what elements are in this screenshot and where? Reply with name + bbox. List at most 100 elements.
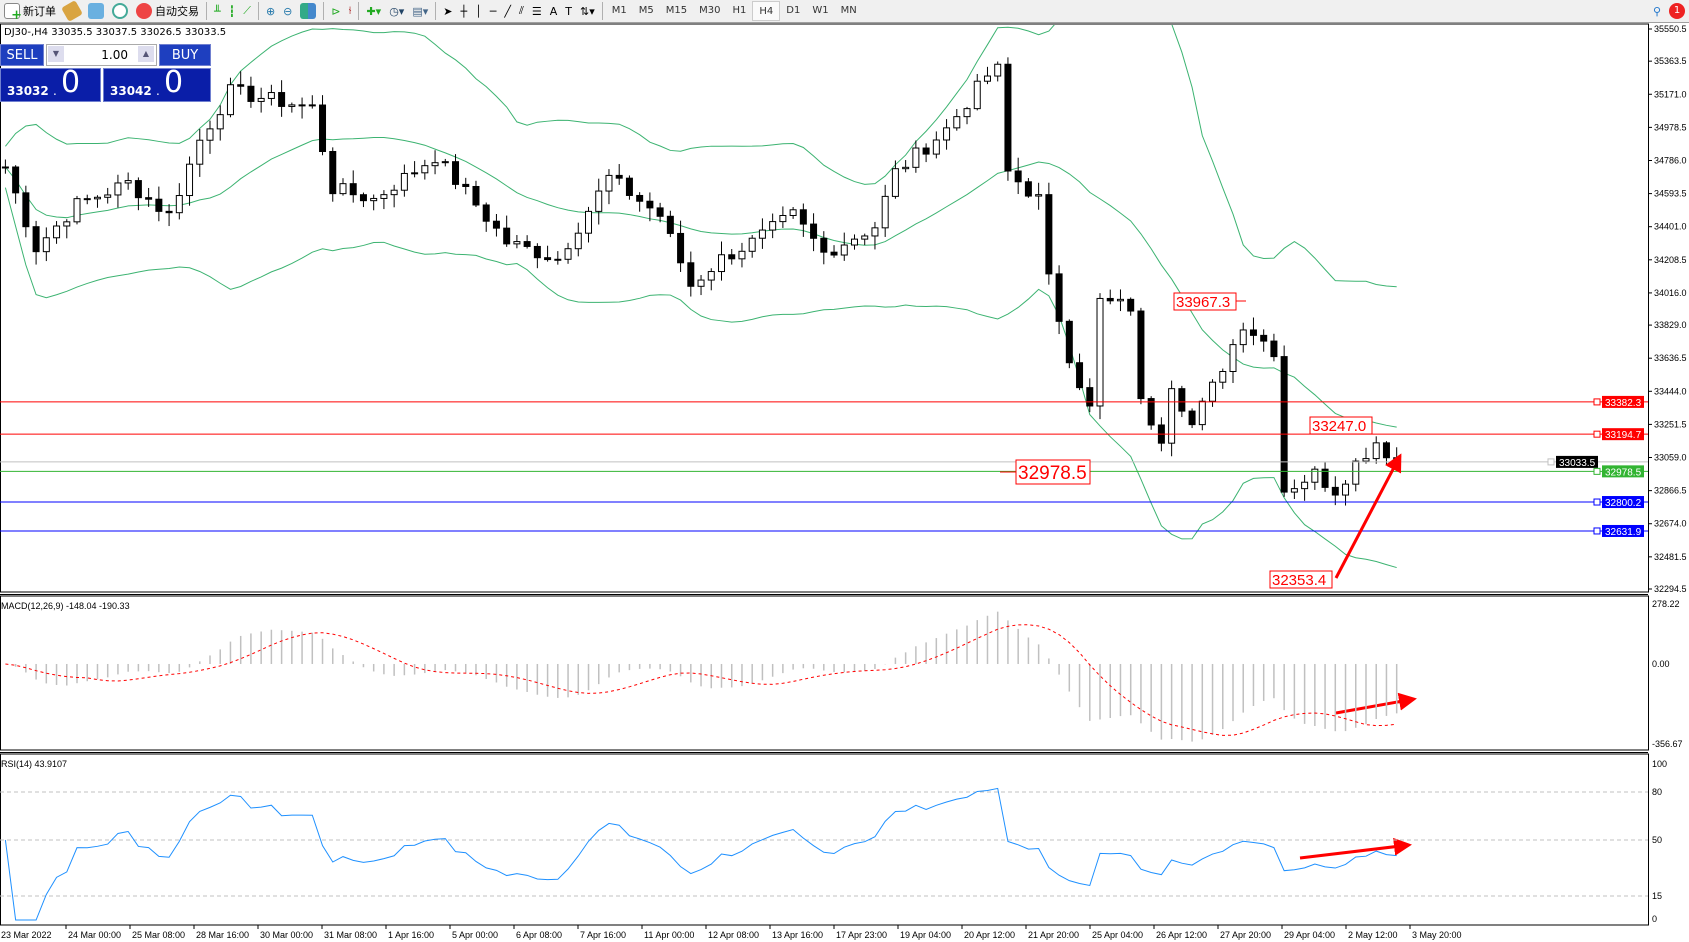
periods-button[interactable]: ◷▾ bbox=[385, 0, 408, 22]
buy-price[interactable]: 33042. 0 bbox=[103, 65, 211, 102]
time-axis-label: 26 Apr 12:00 bbox=[1156, 930, 1207, 940]
candle bbox=[799, 209, 807, 225]
sell-price[interactable]: 33032. 0 bbox=[0, 65, 101, 102]
trend-arrow bbox=[1335, 692, 1417, 715]
candle bbox=[257, 97, 265, 102]
buy-price-pips: 0 bbox=[164, 65, 184, 100]
price-axis-label: 34401.0 bbox=[1654, 222, 1687, 232]
fibonacci-button[interactable]: ☰ bbox=[528, 0, 546, 22]
candle bbox=[666, 215, 674, 234]
candle bbox=[452, 161, 460, 185]
candlestick-button[interactable]: ┇ bbox=[225, 0, 240, 22]
time-axis-label: 25 Apr 04:00 bbox=[1092, 930, 1143, 940]
crosshair-button[interactable]: ┼ bbox=[456, 0, 471, 22]
candlestick-icon: ┇ bbox=[228, 4, 236, 18]
candle bbox=[421, 165, 429, 174]
price-axis-label: 32481.5 bbox=[1654, 552, 1687, 562]
candle bbox=[93, 196, 101, 200]
trendline-button[interactable]: ╱ bbox=[500, 0, 515, 22]
timeframe-h1[interactable]: H1 bbox=[732, 5, 747, 16]
vertical-line-icon: │ bbox=[475, 4, 482, 18]
zoom-out-icon: ⊖ bbox=[283, 4, 293, 18]
timeframe-w1[interactable]: W1 bbox=[812, 5, 829, 16]
candle bbox=[349, 183, 357, 196]
lot-increase-icon[interactable]: ▲ bbox=[138, 46, 154, 62]
buy-button[interactable]: BUY bbox=[159, 44, 211, 66]
price-axis-label: 32866.5 bbox=[1654, 486, 1687, 496]
cursor-button[interactable]: ➤ bbox=[439, 0, 456, 22]
lot-decrease-icon[interactable]: ▼ bbox=[48, 46, 64, 62]
templates-button[interactable]: ▤▾ bbox=[408, 0, 432, 22]
bar-chart-icon: ╨ bbox=[214, 4, 221, 18]
sell-price-pips: 0 bbox=[61, 65, 81, 100]
terminal-button[interactable] bbox=[84, 0, 108, 22]
timeframe-m30[interactable]: M30 bbox=[699, 5, 721, 16]
chart-shift-button[interactable]: ⫮ bbox=[345, 0, 356, 22]
new-order-icon: + bbox=[4, 3, 22, 22]
arrows-button[interactable]: ⇅▾ bbox=[576, 0, 599, 22]
auto-trading-icon bbox=[136, 3, 152, 19]
candle bbox=[226, 84, 234, 116]
bollinger-upper bbox=[5, 25, 1397, 288]
candle bbox=[1004, 63, 1012, 172]
bollinger-middle bbox=[5, 136, 1397, 428]
timeframe-m5[interactable]: M5 bbox=[638, 5, 654, 16]
timeframe-h4[interactable]: H4 bbox=[752, 1, 781, 21]
indicators-button[interactable]: ✚▾ bbox=[362, 0, 385, 22]
price-axis-label: 33251.5 bbox=[1654, 419, 1687, 429]
horizontal-line-button[interactable]: ─ bbox=[486, 0, 501, 22]
price-level-label: 33194.7 bbox=[1605, 430, 1642, 441]
time-axis-label: 19 Apr 04:00 bbox=[900, 930, 951, 940]
line-chart-button[interactable]: ⟋ bbox=[239, 0, 255, 22]
candle bbox=[523, 241, 531, 247]
price-axis-label: 35171.0 bbox=[1654, 89, 1687, 99]
text-button[interactable]: A bbox=[546, 0, 562, 22]
search-button[interactable]: ⚲ bbox=[1649, 0, 1665, 22]
candle bbox=[1024, 181, 1032, 197]
candle bbox=[288, 104, 296, 107]
candle bbox=[912, 147, 920, 168]
signals-button[interactable] bbox=[108, 0, 132, 22]
metaeditor-button[interactable] bbox=[60, 0, 84, 22]
candle bbox=[1280, 356, 1288, 493]
channel-button[interactable]: ⫽ bbox=[515, 0, 528, 22]
bar-chart-button[interactable]: ╨ bbox=[210, 0, 225, 22]
candle bbox=[1372, 442, 1380, 460]
time-axis-label: 28 Mar 16:00 bbox=[196, 930, 249, 940]
candle bbox=[574, 232, 582, 250]
text-label-button[interactable]: T bbox=[561, 0, 576, 22]
candle bbox=[319, 104, 327, 152]
candle bbox=[1342, 483, 1350, 496]
timeframe-m1[interactable]: M1 bbox=[611, 5, 627, 16]
notifications-button[interactable]: 1 bbox=[1665, 0, 1689, 22]
level-handle bbox=[1593, 498, 1601, 506]
new-order-button[interactable]: + 新订单 bbox=[0, 0, 60, 22]
timeframe-m15[interactable]: M15 bbox=[665, 5, 688, 16]
zoom-out-button[interactable]: ⊖ bbox=[279, 0, 296, 22]
lot-size-input[interactable]: 1.00 bbox=[46, 44, 157, 66]
timeframe-mn[interactable]: MN bbox=[840, 5, 857, 16]
chart-area[interactable]: 35550.5 35363.5 35171.0 34978.5 34786.0 34593… bbox=[0, 23, 1689, 942]
candle bbox=[390, 189, 398, 196]
candle bbox=[441, 161, 449, 164]
time-axis-label: 11 Apr 00:00 bbox=[644, 930, 694, 940]
price-axis-label: 34593.5 bbox=[1654, 189, 1687, 199]
indicators-icon: ✚▾ bbox=[366, 4, 382, 18]
autoscroll-button[interactable]: ⊳ bbox=[327, 0, 344, 22]
candle bbox=[400, 172, 408, 191]
zoom-in-button[interactable]: ⊕ bbox=[262, 0, 279, 22]
candle bbox=[104, 194, 112, 198]
price-axis-label: 33444.0 bbox=[1654, 386, 1687, 396]
rsi-axis-label: 0 bbox=[1652, 914, 1657, 924]
auto-trading-button[interactable]: 自动交易 bbox=[132, 0, 203, 22]
line-chart-icon: ⟋ bbox=[243, 4, 251, 17]
candle bbox=[431, 162, 439, 167]
tile-windows-button[interactable] bbox=[296, 0, 320, 22]
vertical-line-button[interactable]: │ bbox=[471, 0, 486, 22]
candle bbox=[881, 195, 889, 229]
sell-button[interactable]: SELL bbox=[0, 44, 44, 66]
timeframe-d1[interactable]: D1 bbox=[786, 5, 801, 16]
time-axis-label: 1 Apr 16:00 bbox=[388, 930, 434, 940]
candle bbox=[155, 198, 163, 212]
candle bbox=[298, 104, 306, 107]
